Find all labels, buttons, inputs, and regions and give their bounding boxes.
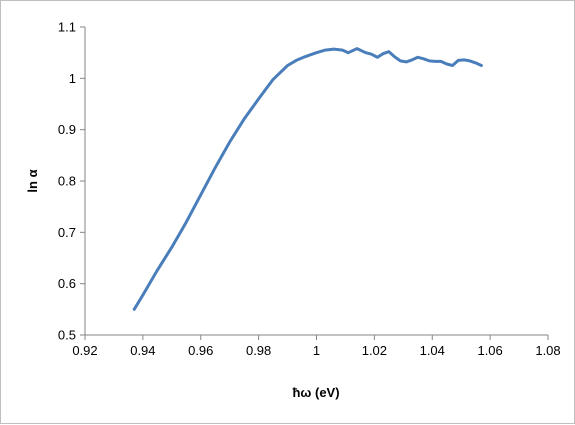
- tick-labels: 0.5 0.6 0.7 0.8 0.9 1 1.1 0.92 0.94 0.96 0.98 1 1.02…: [58, 20, 561, 359]
- x-axis-title: ħω (eV): [292, 385, 339, 400]
- series-layer: [132, 47, 483, 311]
- y-tick-label: 1.1: [58, 20, 76, 35]
- axes: [80, 26, 549, 340]
- y-axis-title: ln α: [25, 169, 40, 192]
- y-tick-label: 0.5: [58, 328, 76, 343]
- x-tick-label: 0.94: [130, 343, 155, 358]
- x-tick-label: 1.04: [420, 343, 445, 358]
- y-tick-label: 0.6: [58, 276, 76, 291]
- x-tick-label: 0.96: [188, 343, 213, 358]
- x-tick-label: 1.06: [477, 343, 502, 358]
- x-tick-label: 1.02: [362, 343, 387, 358]
- y-tick-label: 1: [69, 71, 76, 86]
- y-tick-label: 0.9: [58, 122, 76, 137]
- x-tick-label: 0.92: [72, 343, 97, 358]
- y-tick-label: 0.8: [58, 174, 76, 189]
- x-tick-label: 0.98: [246, 343, 271, 358]
- x-tick-label: 1.08: [535, 343, 560, 358]
- series-line: [132, 47, 483, 311]
- x-tick-label: 1: [313, 343, 320, 358]
- y-tick-label: 0.7: [58, 225, 76, 240]
